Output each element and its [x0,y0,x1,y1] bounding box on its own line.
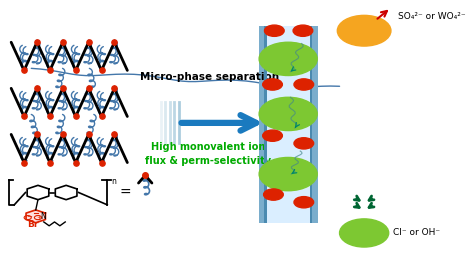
Circle shape [339,219,389,247]
Bar [259,26,317,223]
Circle shape [259,42,317,76]
Circle shape [294,138,314,149]
Text: −: − [26,214,32,220]
Bar [312,26,318,223]
Circle shape [263,130,283,141]
Circle shape [264,189,283,200]
Bar [310,26,312,223]
Text: Cl⁻ or OH⁻: Cl⁻ or OH⁻ [393,228,440,238]
Text: Micro-phase separation: Micro-phase separation [140,72,280,82]
Text: +: + [36,215,41,220]
Circle shape [259,157,317,191]
Circle shape [294,79,314,90]
Text: SO₄²⁻ or WO₄²⁻: SO₄²⁻ or WO₄²⁻ [398,12,465,21]
Bar [264,26,267,223]
Circle shape [264,25,284,36]
Text: Br: Br [27,220,38,229]
Bar [265,26,312,223]
Text: =: = [120,186,131,200]
Text: n: n [111,177,116,186]
Circle shape [293,25,313,36]
Bar [259,26,264,223]
Circle shape [337,15,391,46]
Circle shape [263,79,283,90]
Circle shape [259,97,317,131]
Text: High monovalent ion
flux & perm-selectivity: High monovalent ion flux & perm-selectiv… [145,142,271,166]
Text: N: N [40,212,46,221]
Circle shape [294,197,314,208]
Polygon shape [26,210,46,223]
